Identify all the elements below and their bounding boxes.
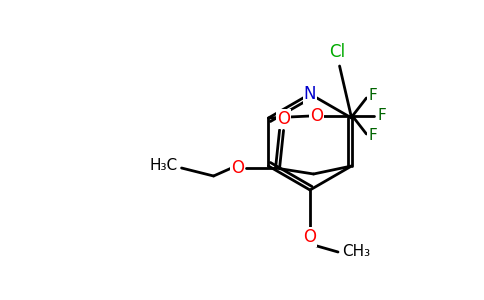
Text: CH₃: CH₃ [342,244,370,260]
Text: O: O [277,110,290,128]
Text: O: O [303,228,317,246]
Text: F: F [377,109,386,124]
Text: O: O [310,107,323,125]
Text: Cl: Cl [330,43,346,61]
Text: N: N [304,85,316,103]
Text: F: F [368,128,377,143]
Text: F: F [368,88,377,104]
Text: H₃C: H₃C [150,158,178,172]
Text: O: O [231,159,244,177]
